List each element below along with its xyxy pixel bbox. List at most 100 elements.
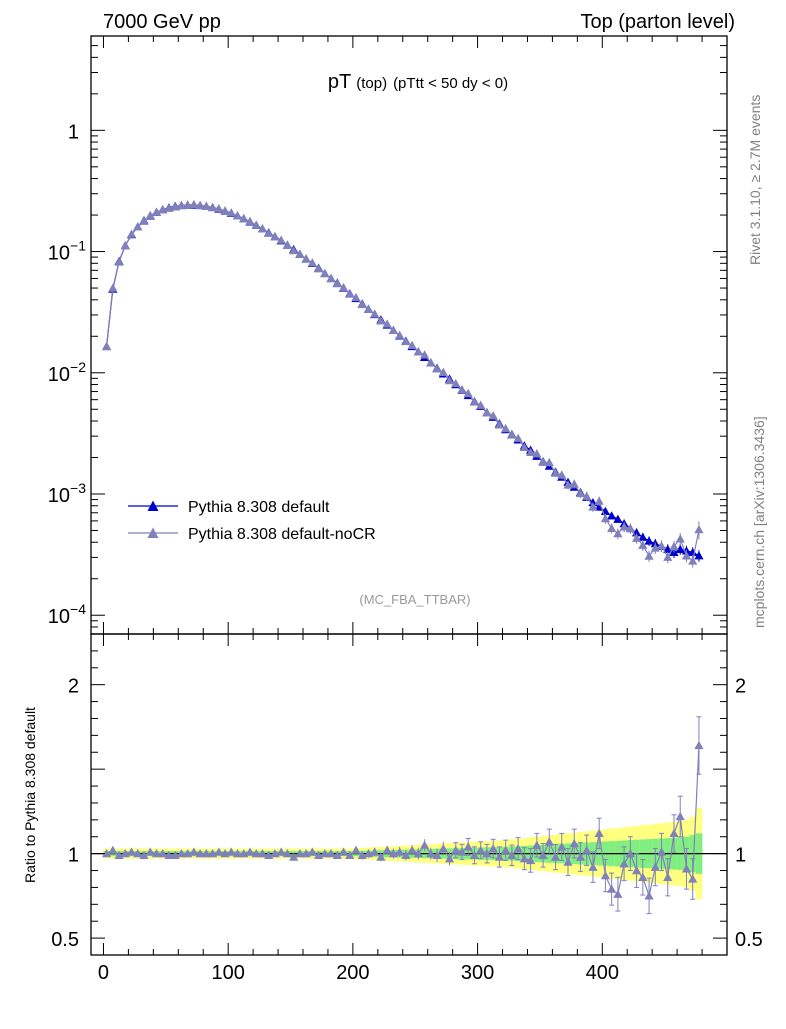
nocr-series-marker (301, 254, 311, 263)
nocr-series-marker (525, 447, 536, 456)
ratio-nocr-marker (625, 849, 635, 858)
nocr-series-marker (214, 203, 224, 213)
plot-title-sub1: (top) (356, 75, 387, 92)
ratio-y-tick-label-right: 0.5 (735, 929, 763, 951)
ratio-nocr-marker (376, 852, 386, 861)
header-left: 7000 GeV pp (103, 11, 221, 33)
nocr-series-marker (444, 375, 455, 385)
plot-title-sub2: (pTtt < 50 dy < 0) (393, 75, 508, 92)
ratio-nocr-marker (101, 849, 112, 858)
ratio-nocr-marker (694, 740, 704, 750)
nocr-series-marker (694, 525, 704, 534)
nocr-series-marker (538, 457, 548, 466)
ratio-y-tick-label-right: 1 (735, 845, 746, 867)
nocr-series-marker (307, 258, 317, 267)
nocr-series-marker (139, 216, 149, 225)
nocr-series-marker (675, 534, 685, 543)
default-series-marker (694, 551, 704, 560)
x-tick-label: 0 (98, 962, 109, 984)
nocr-series-marker (338, 282, 349, 292)
nocr-series-marker (295, 249, 305, 258)
ratio-nocr-marker (688, 874, 698, 883)
ratio-y-tick-label-right: 2 (735, 676, 746, 698)
ratio-nocr-marker (189, 847, 199, 856)
ratio-nocr-marker (594, 828, 604, 838)
nocr-series-marker (419, 350, 430, 359)
ratio-nocr-marker (656, 847, 667, 856)
nocr-series-marker (363, 304, 374, 313)
y-tick-label: 10−2 (48, 359, 86, 386)
nocr-series-marker (575, 488, 586, 498)
ratio-nocr-marker (513, 843, 523, 853)
nocr-series-marker (482, 407, 492, 417)
nocr-series-marker (382, 319, 392, 328)
nocr-series-marker (663, 552, 673, 561)
y-tick-label-base: 10 (48, 364, 70, 386)
ratio-nocr-marker (401, 850, 411, 860)
x-tick-label: 100 (211, 962, 244, 984)
y-tick-label: 10−1 (48, 238, 86, 265)
legend-marker-nocr (147, 527, 159, 538)
ratio-nocr-marker (600, 870, 611, 880)
ratio-nocr-marker (550, 852, 561, 861)
ratio-nocr-marker (607, 884, 617, 893)
ratio-nocr-marker (326, 849, 336, 858)
ratio-nocr-marker (663, 872, 673, 881)
ratio-nocr-marker (133, 849, 143, 858)
nocr-series-marker (688, 556, 698, 565)
nocr-series-marker (438, 367, 448, 376)
y-tick-label-exponent: −2 (70, 359, 86, 375)
y-tick-label-exponent: −4 (70, 601, 86, 617)
nocr-series-marker (638, 540, 648, 549)
nocr-series-marker (600, 514, 611, 523)
nocr-series-marker (457, 384, 467, 394)
nocr-series-marker (257, 224, 268, 233)
nocr-series-marker (501, 423, 511, 433)
ratio-nocr-marker (463, 842, 473, 851)
nocr-series-marker (681, 551, 692, 560)
default-series-marker (613, 514, 623, 523)
nocr-series-marker (401, 336, 411, 346)
default-series-marker (644, 536, 654, 545)
ratio-nocr-marker (158, 849, 168, 858)
ratio-nocr-marker (407, 845, 417, 854)
nocr-series-marker (669, 541, 679, 551)
ratio-y-tick-label-left: 1 (68, 845, 79, 867)
ratio-nocr-marker (195, 849, 205, 858)
y-tick-label: 10−3 (48, 480, 86, 507)
nocr-series-marker (201, 201, 211, 211)
nocr-series-marker (507, 430, 517, 439)
nocr-series-marker (345, 289, 355, 298)
ratio-nocr-marker (151, 849, 162, 858)
ratio-nocr-marker (613, 889, 623, 898)
ratio-frame (90, 633, 728, 956)
nocr-series-marker (226, 208, 236, 217)
ratio-nocr-marker (108, 845, 118, 854)
ratio-nocr-marker (488, 843, 498, 853)
ratio-nocr-marker (320, 849, 330, 858)
nocr-series-marker (101, 341, 112, 351)
nocr-series-marker (407, 340, 417, 350)
ratio-nocr-marker (176, 849, 187, 858)
ratio-nocr-marker (276, 847, 286, 856)
ratio-nocr-marker (494, 852, 505, 861)
ratio-nocr-marker (351, 845, 361, 854)
ratio-nocr-marker (345, 850, 355, 860)
nocr-series-marker (313, 264, 324, 273)
ratio-nocr-marker (382, 845, 392, 854)
nocr-series-marker (326, 273, 336, 283)
ratio-y-tick-label-left: 2 (68, 676, 79, 698)
ratio-nocr-marker (476, 845, 486, 854)
ratio-nocr-marker (469, 850, 480, 860)
y-tick-label-exponent: −1 (70, 238, 86, 254)
ratio-nocr-marker (251, 849, 261, 858)
ratio-nocr-marker (226, 847, 236, 856)
legend: Pythia 8.308 default Pythia 8.308 defaul… (128, 499, 376, 543)
nocr-series-marker (494, 420, 505, 429)
nocr-series-marker (264, 228, 274, 237)
nocr-series-marker (644, 551, 654, 560)
nocr-series-marker (145, 210, 155, 220)
ratio-nocr-marker (419, 840, 430, 849)
ratio-nocr-marker (126, 847, 137, 856)
